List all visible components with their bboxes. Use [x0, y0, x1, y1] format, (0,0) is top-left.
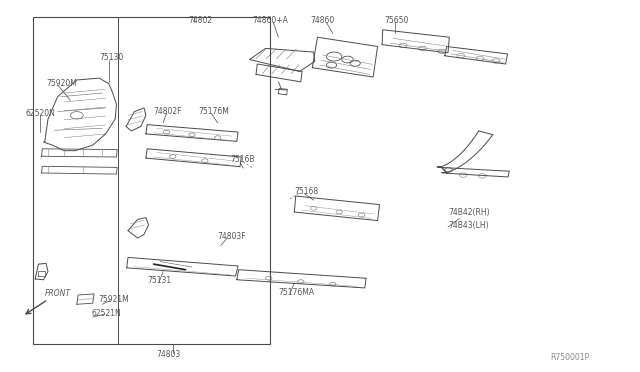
Text: 75131: 75131	[147, 276, 172, 285]
Text: 75168: 75168	[294, 187, 319, 196]
Text: 62521N: 62521N	[92, 309, 121, 318]
Text: 74802: 74802	[189, 16, 213, 25]
Text: 75130: 75130	[99, 53, 124, 62]
Text: 62520N: 62520N	[26, 109, 56, 118]
Text: 74B42(RH): 74B42(RH)	[448, 208, 490, 217]
Text: 74802F: 74802F	[154, 107, 182, 116]
Text: 74860+A: 74860+A	[253, 16, 289, 25]
Text: 74860: 74860	[310, 16, 335, 25]
Text: 75176M: 75176M	[198, 107, 229, 116]
Text: FRONT: FRONT	[45, 289, 71, 298]
Text: 74B43(LH): 74B43(LH)	[448, 221, 488, 230]
Text: R750001P: R750001P	[550, 353, 589, 362]
Text: 7516B: 7516B	[230, 155, 255, 164]
Text: 74803F: 74803F	[218, 232, 246, 241]
Text: 75176MA: 75176MA	[278, 288, 314, 296]
Text: 75920M: 75920M	[46, 79, 77, 88]
Text: 74803: 74803	[157, 350, 181, 359]
Bar	[33, 17, 270, 344]
Text: 75921M: 75921M	[98, 295, 129, 304]
Text: 75650: 75650	[384, 16, 408, 25]
